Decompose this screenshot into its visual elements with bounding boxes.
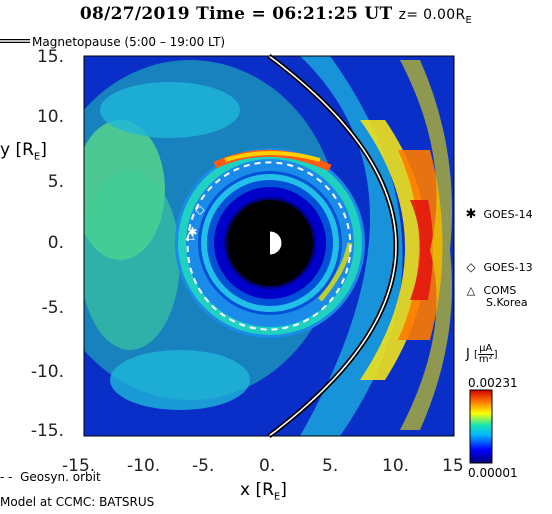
plot-frame (83, 55, 455, 437)
magnetopause-line-inner (268, 55, 397, 437)
colorbar-title: J [ μA m² ] (466, 343, 498, 365)
sat-legend-goes13: ◇ GOES-13 (462, 260, 532, 274)
satellite-marker: ◇ (195, 202, 205, 216)
x-tick-label: 10. (382, 456, 410, 476)
y-tick-label: -10. (30, 362, 64, 382)
title-time: 06:21:25 UT (272, 4, 393, 24)
x-tick-label: -15. (62, 456, 96, 476)
magnetopause-legend-line (0, 39, 30, 43)
geosync-legend: - - Geosyn. orbit (0, 470, 101, 484)
satellite-marker: ✱ (188, 225, 198, 239)
plot-title: 08/27/2019 Time = 06:21:25 UT z= 0.00RE (0, 4, 552, 26)
asterisk-icon: ✱ (465, 207, 477, 222)
y-tick-label: 0. (47, 233, 64, 253)
title-time-label: Time = (196, 4, 266, 24)
geosync-orbit (186, 161, 352, 331)
title-date: 08/27/2019 (79, 4, 190, 24)
sat-legend-coms: △ COMS (462, 284, 517, 297)
satellite-marker: △ (185, 228, 195, 242)
colorbar-min-label: 0.00001 (468, 466, 518, 480)
sat-legend-goes14: ✱ GOES-14 (462, 207, 533, 222)
triangle-icon: △ (466, 284, 476, 297)
y-tick-label: 15. (36, 47, 64, 67)
y-tick-label: 5. (47, 172, 64, 192)
y-axis-label: y [RE] (0, 140, 47, 163)
x-tick-label: -10. (127, 456, 161, 476)
x-tick-label: -5. (192, 456, 215, 476)
title-z: z= 0.00RE (398, 7, 473, 26)
x-tick-label: 15 (442, 456, 464, 476)
x-tick-label: 5. (322, 456, 339, 476)
sat-legend-coms-country: S.Korea (486, 296, 528, 309)
diamond-icon: ◇ (466, 260, 476, 274)
y-tick-label: 10. (36, 107, 64, 127)
overlay-layer: ✱ ◇△ (185, 54, 399, 438)
x-tick-label: 0. (259, 456, 276, 476)
y-tick-label: -5. (41, 298, 64, 318)
y-tick-label: -15. (30, 421, 64, 441)
x-axis-label: x [RE] (240, 480, 287, 503)
magnetopause-legend-label: Magnetopause (5:00 – 19:00 LT) (32, 35, 226, 49)
model-credit: Model at CCMC: BATSRUS (0, 495, 155, 509)
current-density-field (84, 56, 454, 436)
colorbar-max-label: 0.00231 (468, 376, 518, 390)
colorbar (469, 389, 493, 464)
